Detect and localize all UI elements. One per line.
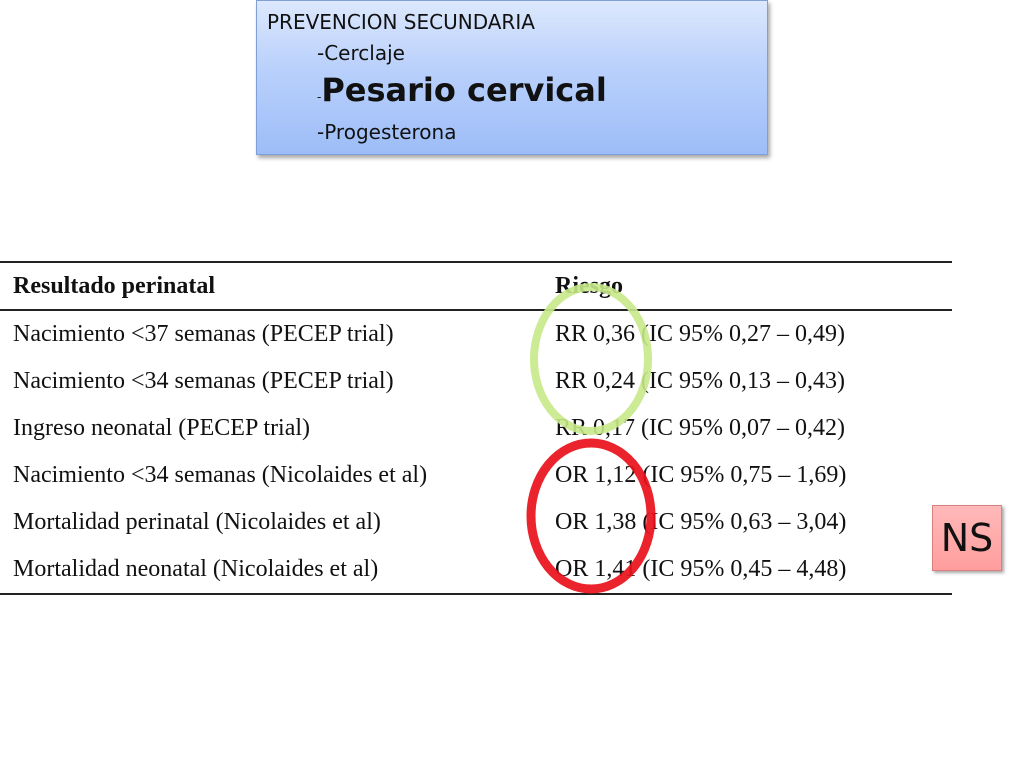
prevention-box: PREVENCION SECUNDARIA -Cerclaje -Pesario… xyxy=(256,0,768,155)
ns-badge: NS xyxy=(932,505,1002,571)
cell-risk: RR 0,24 (IC 95% 0,13 – 0,43) xyxy=(555,368,845,394)
cell-risk: RR 0,36 (IC 95% 0,27 – 0,49) xyxy=(555,321,845,347)
cell-outcome: Mortalidad perinatal (Nicolaides et al) xyxy=(13,509,381,535)
cell-risk: OR 1,41 (IC 95% 0,45 – 4,48) xyxy=(555,546,952,595)
table-row: Mortalidad perinatal (Nicolaides et al) … xyxy=(0,499,952,546)
cell-outcome: Ingreso neonatal (PECEP trial) xyxy=(13,415,311,441)
cell-outcome: Nacimiento <34 semanas (Nicolaides et al… xyxy=(13,462,428,488)
header-riesgo: Riesgo xyxy=(555,261,952,311)
cell-outcome: Mortalidad neonatal (Nicolaides et al) xyxy=(0,546,555,595)
box-title: PREVENCION SECUNDARIA xyxy=(267,10,535,34)
cell-risk: OR 1,12 (IC 95% 0,75 – 1,69) xyxy=(555,462,847,488)
item-cerclaje: -Cerclaje xyxy=(317,41,405,65)
table-row: Ingreso neonatal (PECEP trial) RR 0,17 (… xyxy=(0,405,952,452)
table-row: Nacimiento <34 semanas (PECEP trial) RR … xyxy=(0,358,952,405)
item-pesario-cervical: -Pesario cervical xyxy=(317,71,607,109)
item-progesterona: -Progesterona xyxy=(317,120,457,144)
item-pesario-label: Pesario cervical xyxy=(321,71,607,109)
table-row: Nacimiento <34 semanas (Nicolaides et al… xyxy=(0,452,952,499)
results-table: Resultado perinatal Riesgo Nacimiento <3… xyxy=(0,261,952,595)
cell-risk: RR 0,17 (IC 95% 0,07 – 0,42) xyxy=(555,415,845,441)
table-header-row: Resultado perinatal Riesgo xyxy=(0,261,952,311)
header-resultado: Resultado perinatal xyxy=(0,261,555,311)
cell-risk: OR 1,38 (IC 95% 0,63 – 3,04) xyxy=(555,509,847,535)
cell-outcome: Nacimiento <37 semanas (PECEP trial) xyxy=(13,321,394,347)
table-row: Mortalidad neonatal (Nicolaides et al) O… xyxy=(0,546,952,595)
table-row: Nacimiento <37 semanas (PECEP trial) RR … xyxy=(0,310,952,358)
item-dash: - xyxy=(317,90,322,104)
cell-outcome: Nacimiento <34 semanas (PECEP trial) xyxy=(13,368,394,394)
